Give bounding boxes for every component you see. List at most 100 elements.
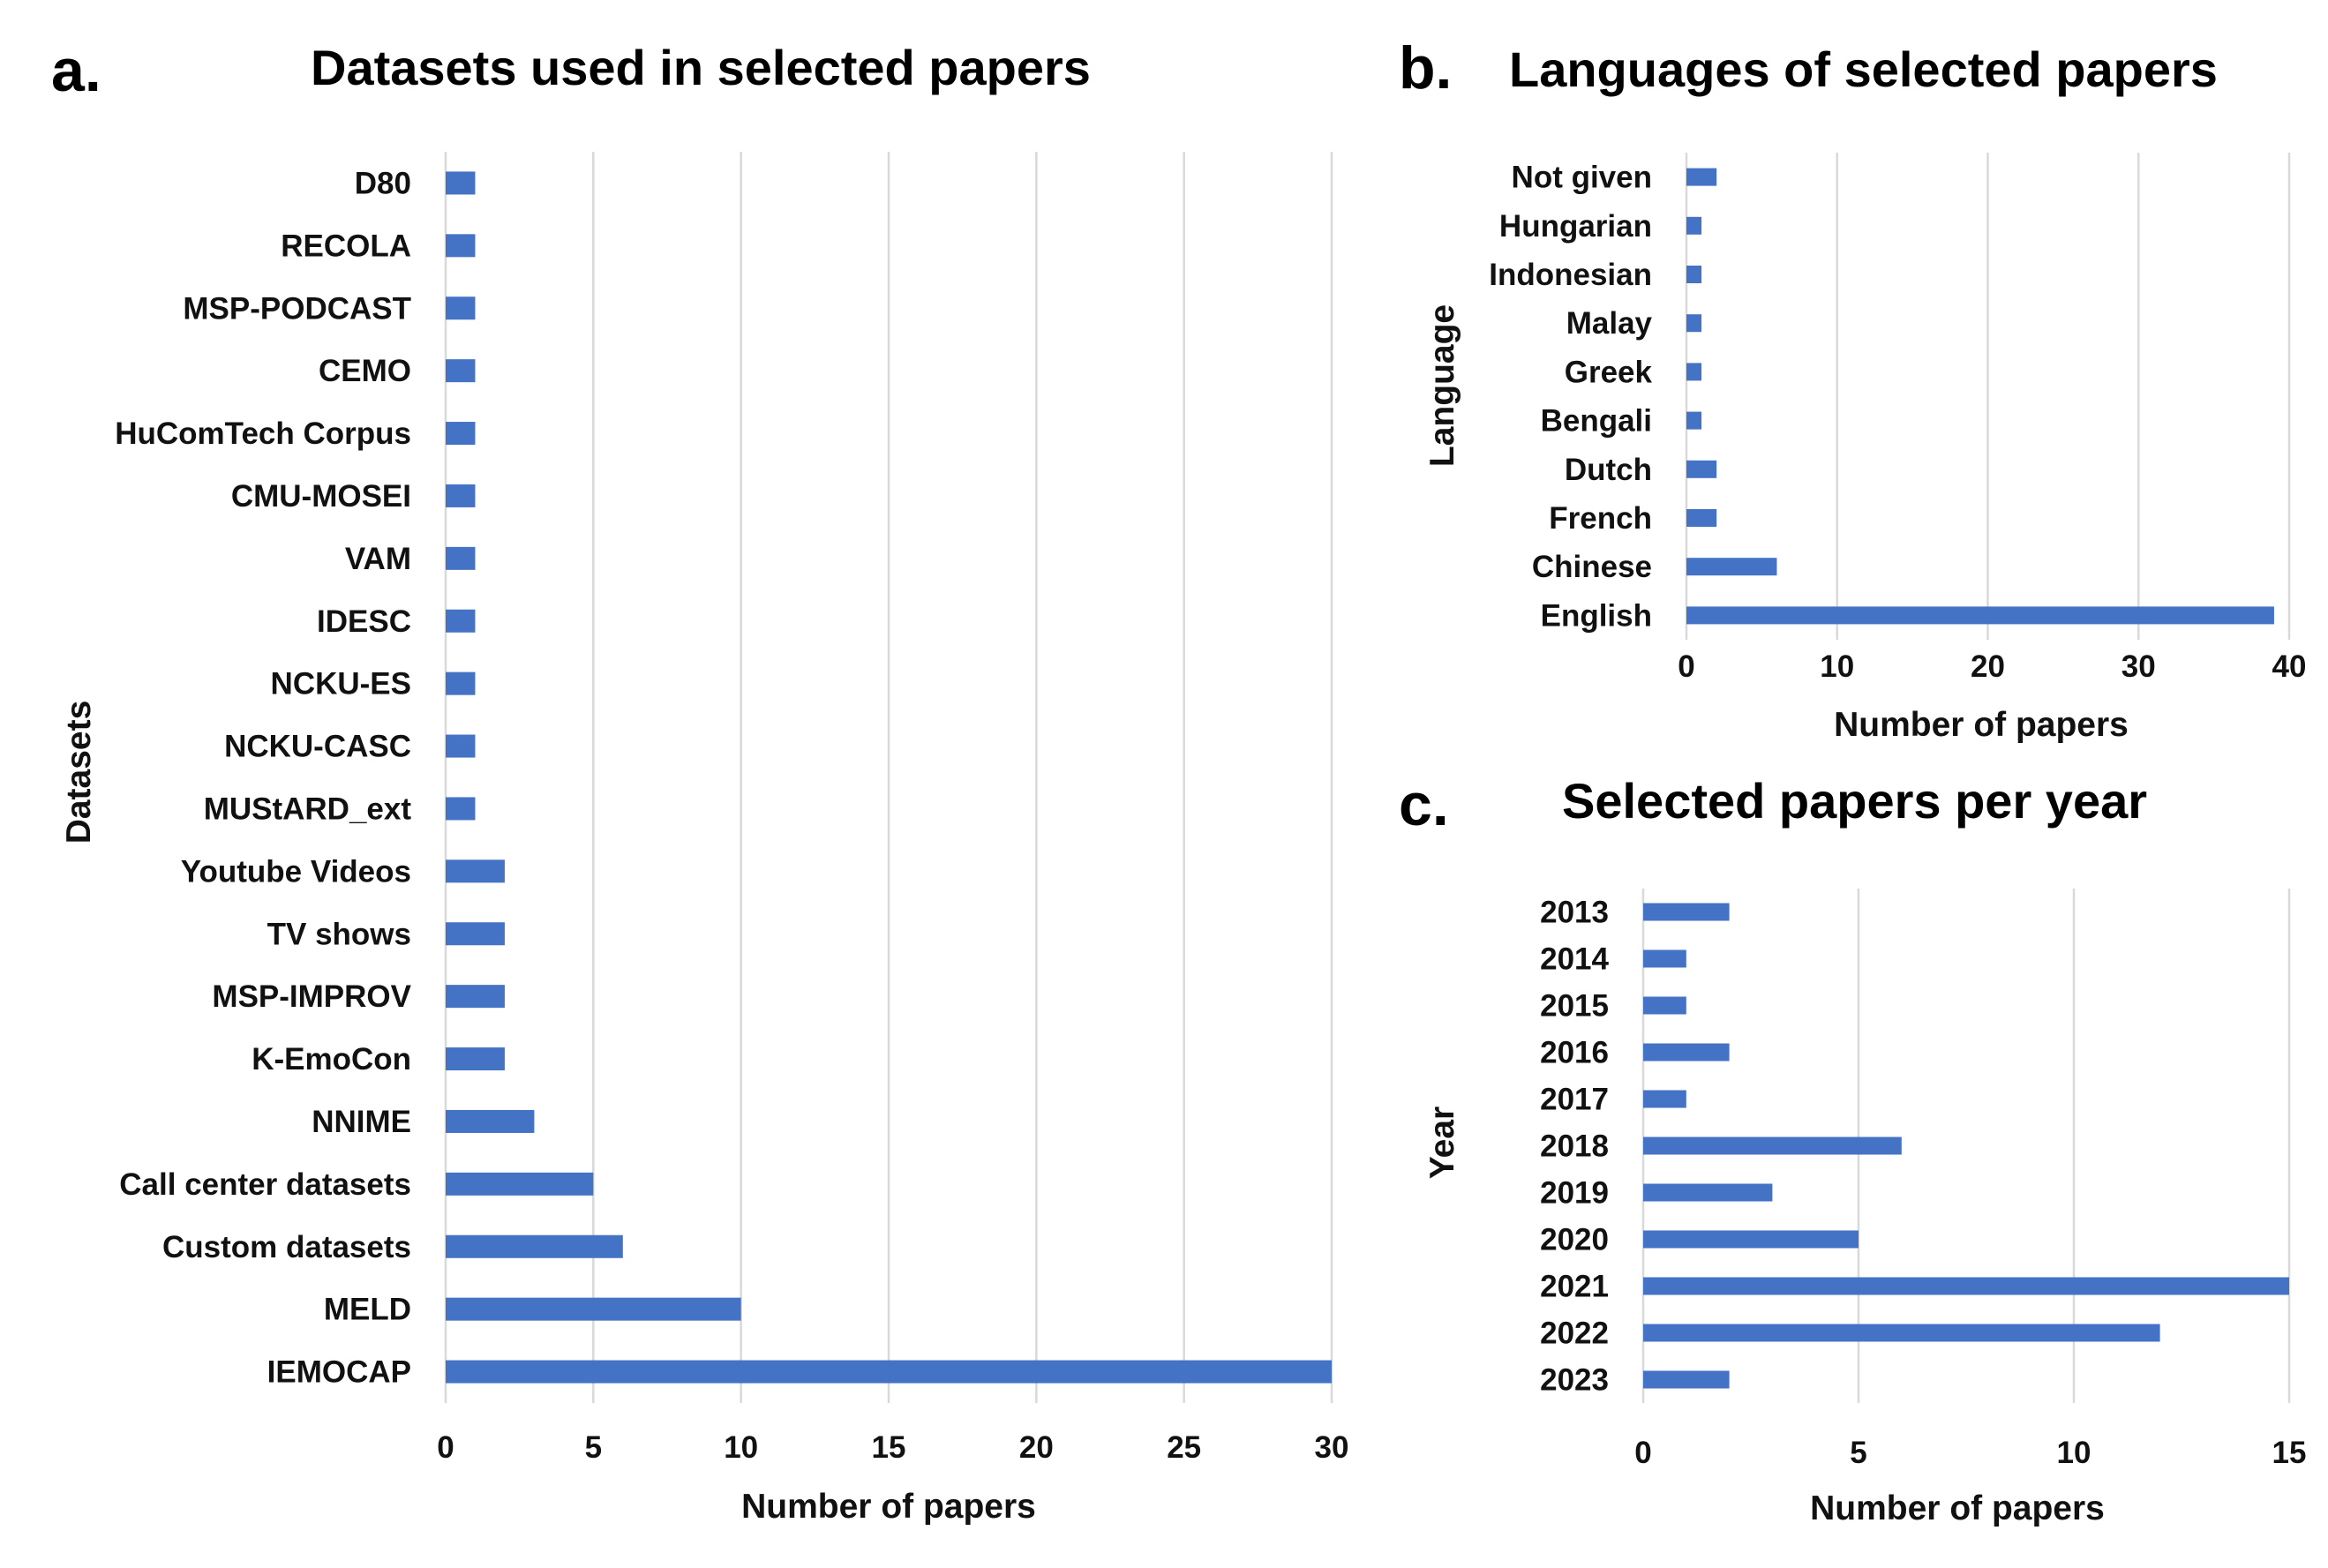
dataset-bar xyxy=(446,1047,505,1071)
year-x-tick-label: 10 xyxy=(2057,1436,2091,1470)
language-category-label: Malay xyxy=(1566,306,1653,341)
year-category-label: 2021 xyxy=(1540,1270,1609,1304)
dataset-category-label: NCKU-CASC xyxy=(224,730,411,764)
panel-c-letter: c. xyxy=(1399,771,1449,838)
dataset-x-tick-label: 0 xyxy=(437,1430,454,1465)
dataset-category-label: HuComTech Corpus xyxy=(115,416,411,451)
dataset-category-label: CMU-MOSEI xyxy=(231,479,411,514)
year-bar xyxy=(1643,1043,1730,1062)
language-x-tick-label: 10 xyxy=(1820,649,1854,684)
language-category-label: English xyxy=(1541,598,1652,633)
dataset-bar xyxy=(446,1297,741,1321)
language-category-label: Greek xyxy=(1565,355,1653,389)
dataset-bar xyxy=(446,671,476,695)
dataset-category-label: IEMOCAP xyxy=(267,1355,411,1390)
years-panel: c. Selected papers per year Number of pa… xyxy=(1399,771,2306,1527)
year-bar xyxy=(1643,903,1730,921)
dataset-bar xyxy=(446,296,476,320)
language-category-label: Bengali xyxy=(1541,404,1652,439)
dataset-bar xyxy=(446,171,476,195)
panel-a-ylabel: Datasets xyxy=(60,701,98,844)
dataset-x-tick-label: 20 xyxy=(1019,1430,1054,1465)
dataset-bar xyxy=(446,859,505,883)
year-category-label: 2015 xyxy=(1540,989,1609,1024)
dataset-bar xyxy=(446,797,476,821)
dataset-bar xyxy=(446,734,476,758)
panel-a-xlabel: Number of papers xyxy=(741,1488,1036,1526)
language-category-label: Not given xyxy=(1512,161,1652,195)
panel-b-title: Languages of selected papers xyxy=(1509,41,2218,97)
language-bar xyxy=(1686,363,1702,381)
language-x-tick-label: 20 xyxy=(1971,649,2005,684)
panel-a-letter: a. xyxy=(51,37,101,104)
year-bar xyxy=(1643,996,1686,1015)
year-category-label: 2013 xyxy=(1540,896,1609,930)
year-bar xyxy=(1643,1370,1730,1389)
year-category-label: 2019 xyxy=(1540,1176,1609,1211)
dataset-x-tick-label: 25 xyxy=(1167,1430,1201,1465)
language-bar xyxy=(1686,168,1717,186)
language-category-label: Chinese xyxy=(1532,550,1652,584)
language-bar xyxy=(1686,460,1717,478)
year-bar xyxy=(1643,1277,2289,1295)
year-x-tick-label: 5 xyxy=(1850,1436,1866,1470)
dataset-x-tick-label: 15 xyxy=(872,1430,906,1465)
year-category-label: 2022 xyxy=(1540,1317,1609,1351)
panel-c-title: Selected papers per year xyxy=(1562,773,2147,829)
dataset-category-label: MSP-IMPROV xyxy=(212,979,411,1014)
year-category-label: 2017 xyxy=(1540,1083,1609,1117)
dataset-x-tick-label: 30 xyxy=(1315,1430,1349,1465)
language-category-label: Dutch xyxy=(1565,453,1652,487)
year-category-label: 2023 xyxy=(1540,1363,1609,1398)
dataset-category-label: Youtube Videos xyxy=(181,854,411,889)
dataset-category-label: K-EmoCon xyxy=(252,1042,411,1077)
dataset-bar xyxy=(446,609,476,633)
year-bar xyxy=(1643,1137,1902,1155)
dataset-bar xyxy=(446,922,505,946)
language-x-tick-label: 0 xyxy=(1678,649,1694,684)
year-category-label: 2016 xyxy=(1540,1036,1609,1070)
dataset-category-label: TV shows xyxy=(267,917,411,951)
dataset-category-label: VAM xyxy=(345,542,411,576)
panel-b-ylabel: Language xyxy=(1423,304,1461,467)
language-category-label: Hungarian xyxy=(1499,209,1652,244)
year-x-tick-label: 0 xyxy=(1634,1436,1651,1470)
dataset-x-tick-label: 5 xyxy=(585,1430,602,1465)
dataset-bar xyxy=(446,1360,1332,1384)
panel-c-ylabel: Year xyxy=(1423,1107,1461,1179)
dataset-category-label: MELD xyxy=(324,1293,411,1327)
dataset-category-label: NNIME xyxy=(312,1105,411,1139)
dataset-bar xyxy=(446,1234,623,1258)
dataset-category-label: NCKU-ES xyxy=(271,667,411,701)
language-bar xyxy=(1686,411,1702,430)
datasets-panel: a. Datasets used in selected papers Numb… xyxy=(51,37,1348,1526)
year-bar xyxy=(1643,1324,2160,1342)
dataset-category-label: Custom datasets xyxy=(162,1230,411,1264)
language-bar xyxy=(1686,558,1777,576)
dataset-category-label: IDESC xyxy=(317,604,411,639)
dataset-category-label: Call center datasets xyxy=(119,1167,411,1202)
language-category-label: French xyxy=(1549,501,1652,536)
year-bar xyxy=(1643,1230,1859,1249)
dataset-x-tick-label: 10 xyxy=(724,1430,758,1465)
language-category-label: Indonesian xyxy=(1489,258,1652,292)
dataset-bar xyxy=(446,422,476,446)
language-x-tick-label: 40 xyxy=(2272,649,2307,684)
dataset-bar xyxy=(446,546,476,570)
year-category-label: 2014 xyxy=(1540,942,1609,977)
language-bar xyxy=(1686,266,1702,283)
year-x-tick-label: 15 xyxy=(2272,1436,2307,1470)
dataset-bar xyxy=(446,484,476,507)
language-x-tick-label: 30 xyxy=(2121,649,2156,684)
dataset-category-label: RECOLA xyxy=(281,229,411,263)
panel-b-letter: b. xyxy=(1399,34,1452,101)
dataset-bar xyxy=(446,1172,594,1196)
dataset-bar xyxy=(446,234,476,258)
dataset-category-label: MUStARD_ext xyxy=(204,792,412,826)
language-bar xyxy=(1686,314,1702,333)
dataset-bar xyxy=(446,1109,535,1133)
dataset-bar xyxy=(446,985,505,1009)
panel-b-xlabel: Number of papers xyxy=(1834,706,2129,744)
panel-c-xlabel: Number of papers xyxy=(1810,1489,2105,1527)
